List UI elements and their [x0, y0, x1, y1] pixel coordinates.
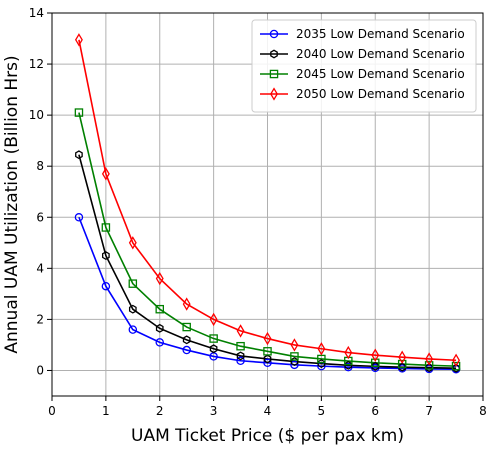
data-point-s2-5 — [182, 335, 191, 345]
data-point-s4-15 — [452, 353, 461, 367]
x-axis-title: UAM Ticket Price ($ per pax km) — [131, 426, 404, 446]
y-tick-label: 4 — [36, 261, 44, 275]
data-point-s4-8 — [263, 331, 272, 346]
y-tick-label: 10 — [29, 108, 44, 122]
data-point-s1-3 — [128, 325, 138, 334]
data-point-s3-3 — [128, 279, 138, 288]
legend-marker-4 — [270, 87, 278, 101]
legend-label-2: 2040 Low Demand Scenario — [296, 47, 465, 61]
data-point-s4-1 — [74, 33, 83, 47]
data-point-s4-13 — [398, 350, 407, 364]
series-markers — [74, 33, 461, 374]
data-point-s3-6 — [209, 334, 218, 343]
data-point-s4-7 — [236, 324, 245, 338]
x-tick-label: 1 — [102, 404, 110, 418]
y-tick-label: 14 — [29, 6, 44, 20]
data-point-s1-7 — [236, 356, 245, 366]
legend-label-3: 2045 Low Demand Scenario — [296, 67, 465, 81]
data-point-s4-9 — [290, 338, 299, 352]
data-point-s3-2 — [101, 223, 111, 232]
data-point-s1-1 — [74, 213, 84, 222]
data-point-s2-1 — [75, 150, 83, 160]
data-point-s3-13 — [397, 359, 407, 369]
data-point-s2-3 — [128, 304, 137, 314]
y-tick-label: 12 — [29, 57, 44, 71]
y-tick-label: 2 — [36, 312, 44, 326]
data-point-s3-4 — [155, 304, 164, 314]
data-point-s4-14 — [425, 352, 434, 366]
data-point-s4-11 — [344, 345, 353, 360]
data-point-s3-14 — [424, 361, 434, 370]
y-axis-title: Annual UAM Utilization (Billion Hrs) — [2, 55, 22, 353]
x-tick-label: 6 — [371, 404, 379, 418]
y-tick-label: 0 — [36, 363, 44, 377]
data-point-s1-5 — [182, 345, 191, 355]
data-point-s1-2 — [101, 281, 111, 291]
x-tick-label: 2 — [156, 404, 164, 418]
data-point-s2-6 — [209, 344, 218, 354]
legend-label-4: 2050 Low Demand Scenario — [296, 87, 465, 101]
data-point-s4-2 — [101, 167, 110, 181]
series-line-4 — [78, 39, 457, 362]
x-tick-label: 8 — [479, 404, 487, 418]
legend-marker-1 — [269, 29, 279, 39]
data-point-s1-8 — [263, 358, 272, 368]
legend-marker-3 — [269, 69, 279, 79]
series-line-3 — [78, 112, 457, 367]
y-tick-label: 8 — [36, 159, 44, 173]
data-point-s4-12 — [371, 348, 380, 362]
legend-box — [251, 19, 477, 113]
legend-marker-2 — [270, 49, 278, 59]
data-point-s4-5 — [182, 297, 191, 311]
data-point-s2-4 — [155, 323, 164, 333]
data-point-s3-15 — [451, 361, 461, 371]
data-point-s4-10 — [317, 342, 326, 356]
data-point-s3-8 — [263, 347, 272, 356]
legend: 2035 Low Demand Scenario 2040 Low Demand … — [251, 19, 477, 113]
x-tick-label: 0 — [48, 404, 56, 418]
data-point-s3-5 — [182, 322, 191, 332]
data-point-s1-9 — [290, 360, 299, 370]
data-point-s4-4 — [155, 271, 164, 286]
x-tick-label: 5 — [318, 404, 326, 418]
data-point-s4-3 — [128, 236, 137, 250]
legend-label-1: 2035 Low Demand Scenario — [296, 27, 465, 41]
data-point-s2-8 — [263, 354, 272, 364]
data-point-s1-4 — [155, 338, 164, 347]
data-point-s3-1 — [74, 108, 84, 117]
data-point-s2-2 — [102, 251, 110, 261]
data-point-s3-7 — [236, 341, 245, 351]
data-point-s2-7 — [236, 351, 245, 361]
data-point-s3-9 — [290, 352, 299, 361]
x-tick-label: 3 — [210, 404, 218, 418]
data-point-s3-12 — [370, 358, 380, 368]
x-tick-label: 4 — [264, 404, 272, 418]
x-tick-label: 7 — [425, 404, 433, 418]
y-tick-label: 6 — [36, 210, 44, 224]
data-point-s4-6 — [209, 312, 218, 327]
